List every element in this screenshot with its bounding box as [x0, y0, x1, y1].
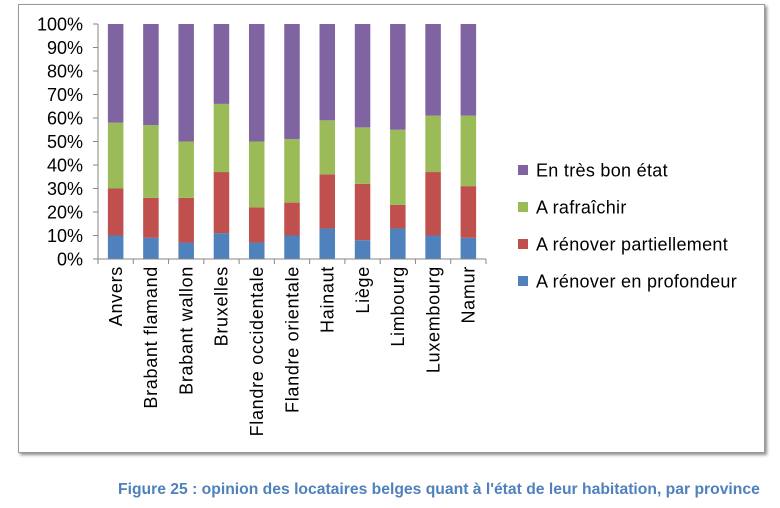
bar-brabant-flamand-a-rafraichir	[143, 125, 159, 198]
y-tick-label: 100%	[37, 14, 83, 34]
bar-luxembourg-a-renover-en-profondeur	[425, 235, 441, 259]
x-tick-label-namur: Namur	[459, 266, 479, 324]
bar-limbourg-a-renover-en-profondeur	[390, 228, 406, 259]
x-tick-label-luxembourg: Luxembourg	[423, 266, 443, 373]
x-tick-label-brabant-flamand: Brabant flamand	[141, 266, 161, 409]
x-tick-label-anvers: Anvers	[106, 266, 126, 326]
bar-hainaut-a-renover-en-profondeur	[319, 228, 336, 259]
legend-item-a-rafraichir: A rafraîchir	[518, 197, 627, 217]
bar-bruxelles-a-rafraichir	[213, 103, 230, 173]
figure-caption: Figure 25 : opinion des locataires belge…	[118, 481, 760, 498]
x-axis-ticks: Anvers Brabant flamand Brabant wallon Bruxe…	[97, 259, 487, 436]
bar-brabant-wallon-a-renover-partiellement	[178, 197, 194, 243]
bar-liege-a-renover-en-profondeur	[354, 240, 371, 259]
bar-brabant-wallon-en-tres-bon-etat	[178, 24, 194, 142]
x-tick-label-flandre-orientale: Flandre orientale	[282, 266, 302, 413]
legend-label: A rafraîchir	[536, 197, 627, 217]
bar-namur-en-tres-bon-etat	[460, 24, 477, 116]
bar-bruxelles-a-renover-partiellement	[213, 172, 230, 234]
bar-flandre-occidentale-en-tres-bon-etat	[248, 24, 265, 142]
bar-brabant-wallon-a-renover-en-profondeur	[178, 242, 194, 259]
y-tick-label: 70%	[47, 85, 83, 105]
legend-swatch	[518, 202, 528, 212]
x-tick-label-brabant-wallon: Brabant wallon	[176, 266, 196, 395]
legend: En très bon état A rafraîchir A rénover pa…	[518, 160, 737, 291]
bar-bruxelles-a-renover-en-profondeur	[213, 233, 230, 259]
bar-brabant-flamand-a-renover-en-profondeur	[143, 237, 159, 259]
bar-namur-a-rafraichir	[460, 115, 477, 187]
legend-label: A rénover partiellement	[536, 234, 728, 254]
bar-anvers-a-renover-en-profondeur	[107, 235, 124, 259]
bar-anvers-a-rafraichir	[107, 122, 124, 189]
bar-flandre-occidentale-a-renover-en-profondeur	[248, 242, 265, 259]
bar-hainaut-a-renover-partiellement	[319, 174, 336, 229]
y-tick-label: 0%	[57, 249, 83, 269]
bar-flandre-orientale-a-renover-partiellement	[284, 202, 300, 236]
legend-item-a-renover-partiellement: A rénover partiellement	[518, 234, 728, 254]
bar-brabant-flamand-en-tres-bon-etat	[143, 24, 159, 126]
bars-group	[107, 24, 477, 259]
bar-namur-a-renover-en-profondeur	[460, 237, 477, 259]
y-tick-label: 50%	[47, 132, 83, 152]
bar-namur-a-renover-partiellement	[460, 186, 477, 238]
bar-hainaut-en-tres-bon-etat	[319, 24, 336, 121]
y-tick-label: 80%	[47, 61, 83, 81]
bar-bruxelles-en-tres-bon-etat	[213, 24, 230, 104]
y-tick-label: 30%	[47, 179, 83, 199]
x-tick-label-flandre-occidentale: Flandre occidentale	[247, 266, 267, 436]
bar-liege-a-renover-partiellement	[354, 183, 371, 241]
bar-anvers-a-renover-partiellement	[107, 188, 124, 236]
legend-swatch	[518, 165, 528, 175]
bar-limbourg-en-tres-bon-etat	[390, 24, 406, 130]
x-tick-label-bruxelles: Bruxelles	[212, 266, 232, 346]
bar-limbourg-a-renover-partiellement	[390, 204, 406, 229]
legend-label: A rénover en profondeur	[536, 271, 737, 291]
y-tick-label: 20%	[47, 202, 83, 222]
legend-swatch	[518, 276, 528, 286]
x-tick-label-liege: Liège	[353, 266, 373, 314]
bar-luxembourg-a-renover-partiellement	[425, 172, 441, 236]
bar-flandre-orientale-en-tres-bon-etat	[284, 24, 300, 140]
bar-luxembourg-en-tres-bon-etat	[425, 24, 441, 116]
bar-limbourg-a-rafraichir	[390, 129, 406, 205]
y-tick-label: 60%	[47, 108, 83, 128]
legend-swatch	[518, 239, 528, 249]
stacked-bar-chart: 0% 10% 20% 30% 40% 50% 60% 70% 80% 90% 100% Anvers…	[37, 14, 737, 436]
bar-anvers-en-tres-bon-etat	[107, 24, 124, 123]
bar-flandre-orientale-a-renover-en-profondeur	[284, 235, 300, 259]
bar-flandre-occidentale-a-rafraichir	[248, 141, 265, 208]
bar-flandre-occidentale-a-renover-partiellement	[248, 207, 265, 243]
y-tick-label: 10%	[47, 226, 83, 246]
x-tick-label-hainaut: Hainaut	[318, 266, 338, 333]
bar-luxembourg-a-rafraichir	[425, 115, 441, 173]
bar-brabant-wallon-a-rafraichir	[178, 141, 194, 198]
bar-liege-en-tres-bon-etat	[354, 24, 371, 128]
bar-brabant-flamand-a-renover-partiellement	[143, 197, 159, 238]
x-tick-label-limbourg: Limbourg	[388, 266, 408, 347]
bar-hainaut-a-rafraichir	[319, 120, 336, 175]
legend-label: En très bon état	[536, 160, 668, 180]
bar-flandre-orientale-a-rafraichir	[284, 139, 300, 203]
y-axis-ticks: 0% 10% 20% 30% 40% 50% 60% 70% 80% 90% 100%	[37, 14, 98, 269]
legend-item-en-tres-bon-etat: En très bon état	[518, 160, 668, 180]
legend-item-a-renover-en-profondeur: A rénover en profondeur	[518, 271, 737, 291]
y-tick-label: 90%	[47, 38, 83, 58]
y-tick-label: 40%	[47, 155, 83, 175]
bar-liege-a-rafraichir	[354, 127, 371, 184]
